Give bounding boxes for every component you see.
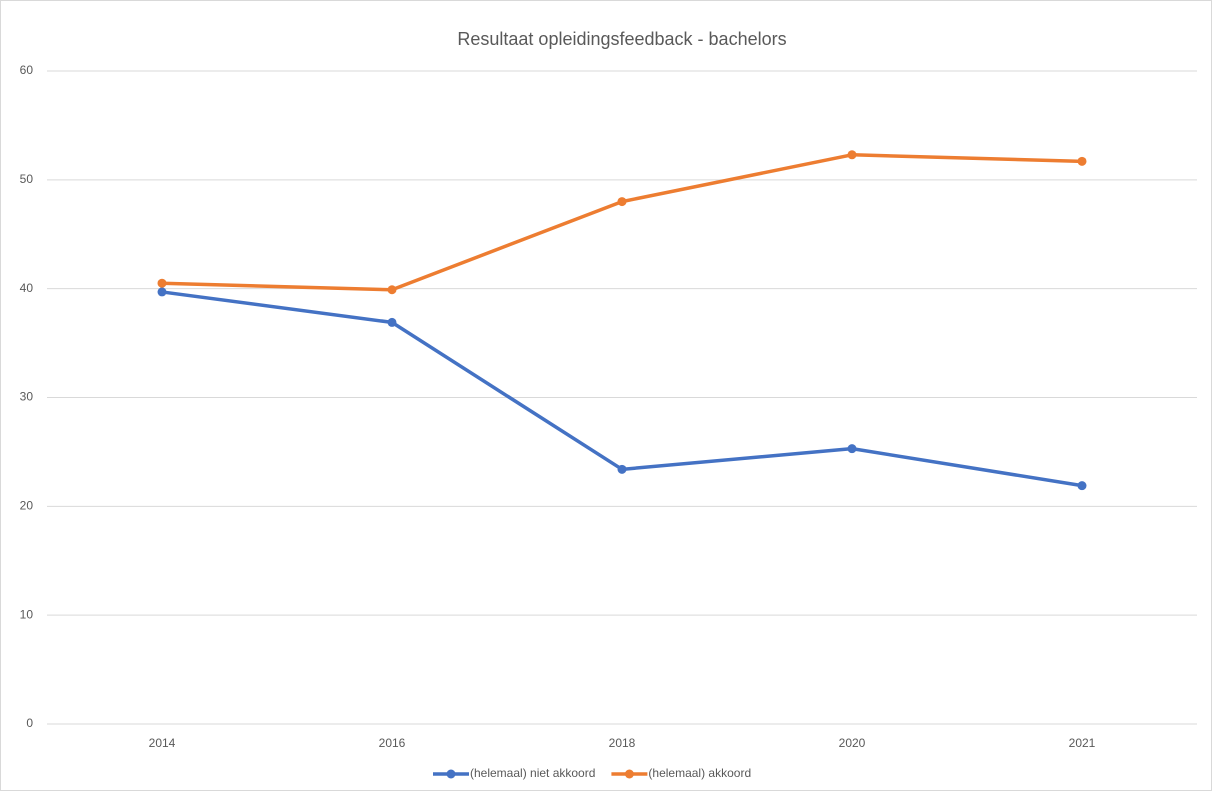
legend-marker: [446, 769, 456, 779]
data-point: [157, 287, 167, 297]
y-tick-label: 20: [20, 499, 34, 513]
y-tick-label: 0: [26, 716, 33, 730]
data-point: [617, 464, 627, 474]
legend-label: (helemaal) niet akkoord: [470, 766, 595, 780]
data-point: [157, 278, 167, 288]
chart-title: Resultaat opleidingsfeedback - bachelors: [457, 29, 786, 49]
legend-label: (helemaal) akkoord: [648, 766, 751, 780]
x-tick-label: 2020: [839, 736, 866, 750]
data-point: [847, 150, 857, 160]
data-point: [387, 285, 397, 295]
y-tick-label: 30: [20, 390, 34, 404]
x-tick-label: 2021: [1069, 736, 1096, 750]
y-tick-label: 60: [20, 63, 34, 77]
x-tick-label: 2018: [609, 736, 636, 750]
legend-marker: [624, 769, 634, 779]
y-tick-label: 40: [20, 281, 34, 295]
y-tick-label: 10: [20, 607, 34, 621]
data-point: [1077, 481, 1087, 491]
data-point: [387, 317, 397, 327]
y-tick-label: 50: [20, 172, 34, 186]
data-point: [617, 197, 627, 207]
x-tick-label: 2014: [149, 736, 176, 750]
data-point: [1077, 156, 1087, 166]
x-tick-label: 2016: [379, 736, 406, 750]
data-point: [847, 444, 857, 454]
